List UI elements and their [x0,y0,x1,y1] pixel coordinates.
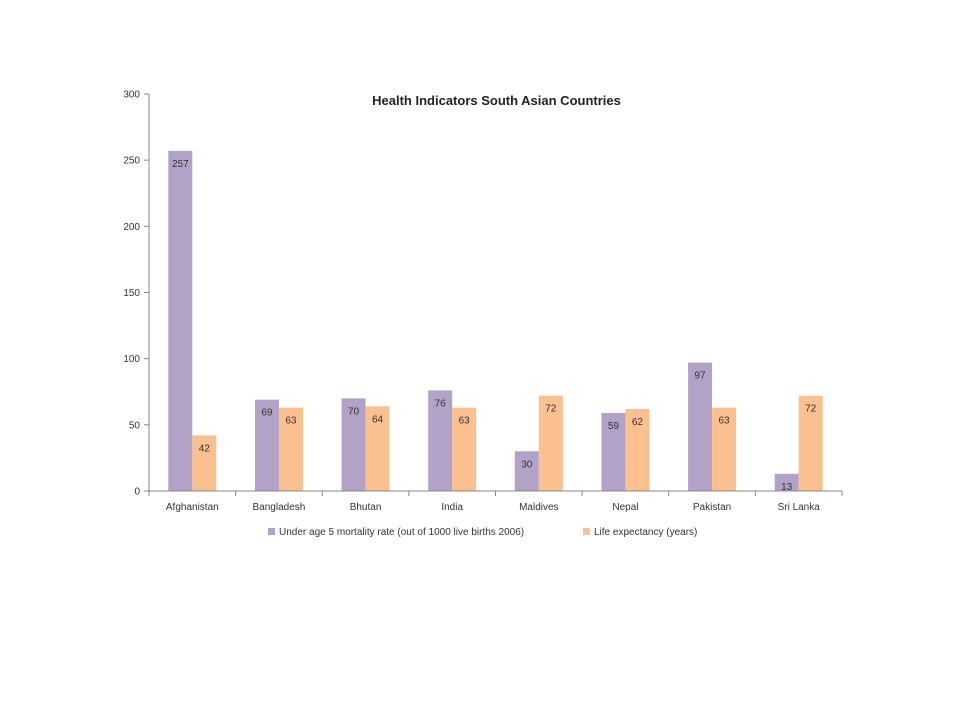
legend-label: Life expectancy (years) [594,527,697,538]
bar [712,407,737,491]
bar [601,412,626,491]
x-tick-label: Afghanistan [166,502,219,513]
data-label: 64 [372,414,384,425]
bar [254,399,279,491]
y-tick-label: 100 [123,354,140,365]
bar [168,150,193,492]
data-label: 70 [348,406,360,417]
x-tick-label: Bhutan [350,502,382,513]
x-tick-label: Nepal [612,502,638,513]
data-label: 63 [459,416,471,427]
data-label: 72 [805,404,817,415]
bar [278,407,303,491]
legend-swatch [268,528,275,535]
y-tick-label: 250 [123,156,140,167]
y-tick-label: 300 [123,90,140,101]
data-label: 76 [435,398,447,409]
bar [774,473,799,491]
bar [514,451,539,491]
chart-title: Health Indicators South Asian Countries [372,93,621,108]
y-tick-label: 50 [129,420,141,431]
y-tick-label: 150 [123,288,140,299]
data-label: 30 [521,459,533,470]
data-label: 63 [719,416,731,427]
bar [625,408,650,491]
bar [538,395,563,491]
bar [798,395,823,491]
x-tick-label: Sri Lanka [778,502,821,513]
y-tick-label: 0 [134,487,140,498]
axes-layer: 0 50 100 150 200 250 300 Afghanistan Bangladesh B… [123,90,843,513]
data-label: 59 [608,421,620,432]
bar [452,407,477,491]
bar [341,398,366,491]
data-label: 257 [172,159,189,170]
x-tick-label: Maldives [519,502,558,513]
data-label: 72 [545,404,557,415]
legend-swatch [583,528,590,535]
data-label: 69 [261,408,273,419]
data-label: 42 [199,443,211,454]
x-tick-label: Bangladesh [253,502,306,513]
data-label: 97 [695,371,707,382]
bar [428,390,453,491]
x-tick-label: India [441,502,463,513]
bar [688,362,713,491]
data-label: 63 [285,416,297,427]
legend: Under age 5 mortality rate (out of 1000 … [268,527,697,538]
y-tick-label: 200 [123,222,140,233]
data-label: 13 [781,482,793,493]
legend-label: Under age 5 mortality rate (out of 1000 … [279,527,524,538]
x-tick-label: Pakistan [693,502,731,513]
bar [365,406,390,491]
data-label: 62 [632,417,644,428]
bar [192,435,217,491]
labels-layer: 257 42 69 63 70 64 76 63 30 72 59 62 97 63 13 72 [172,159,817,493]
bars-layer [168,150,823,492]
